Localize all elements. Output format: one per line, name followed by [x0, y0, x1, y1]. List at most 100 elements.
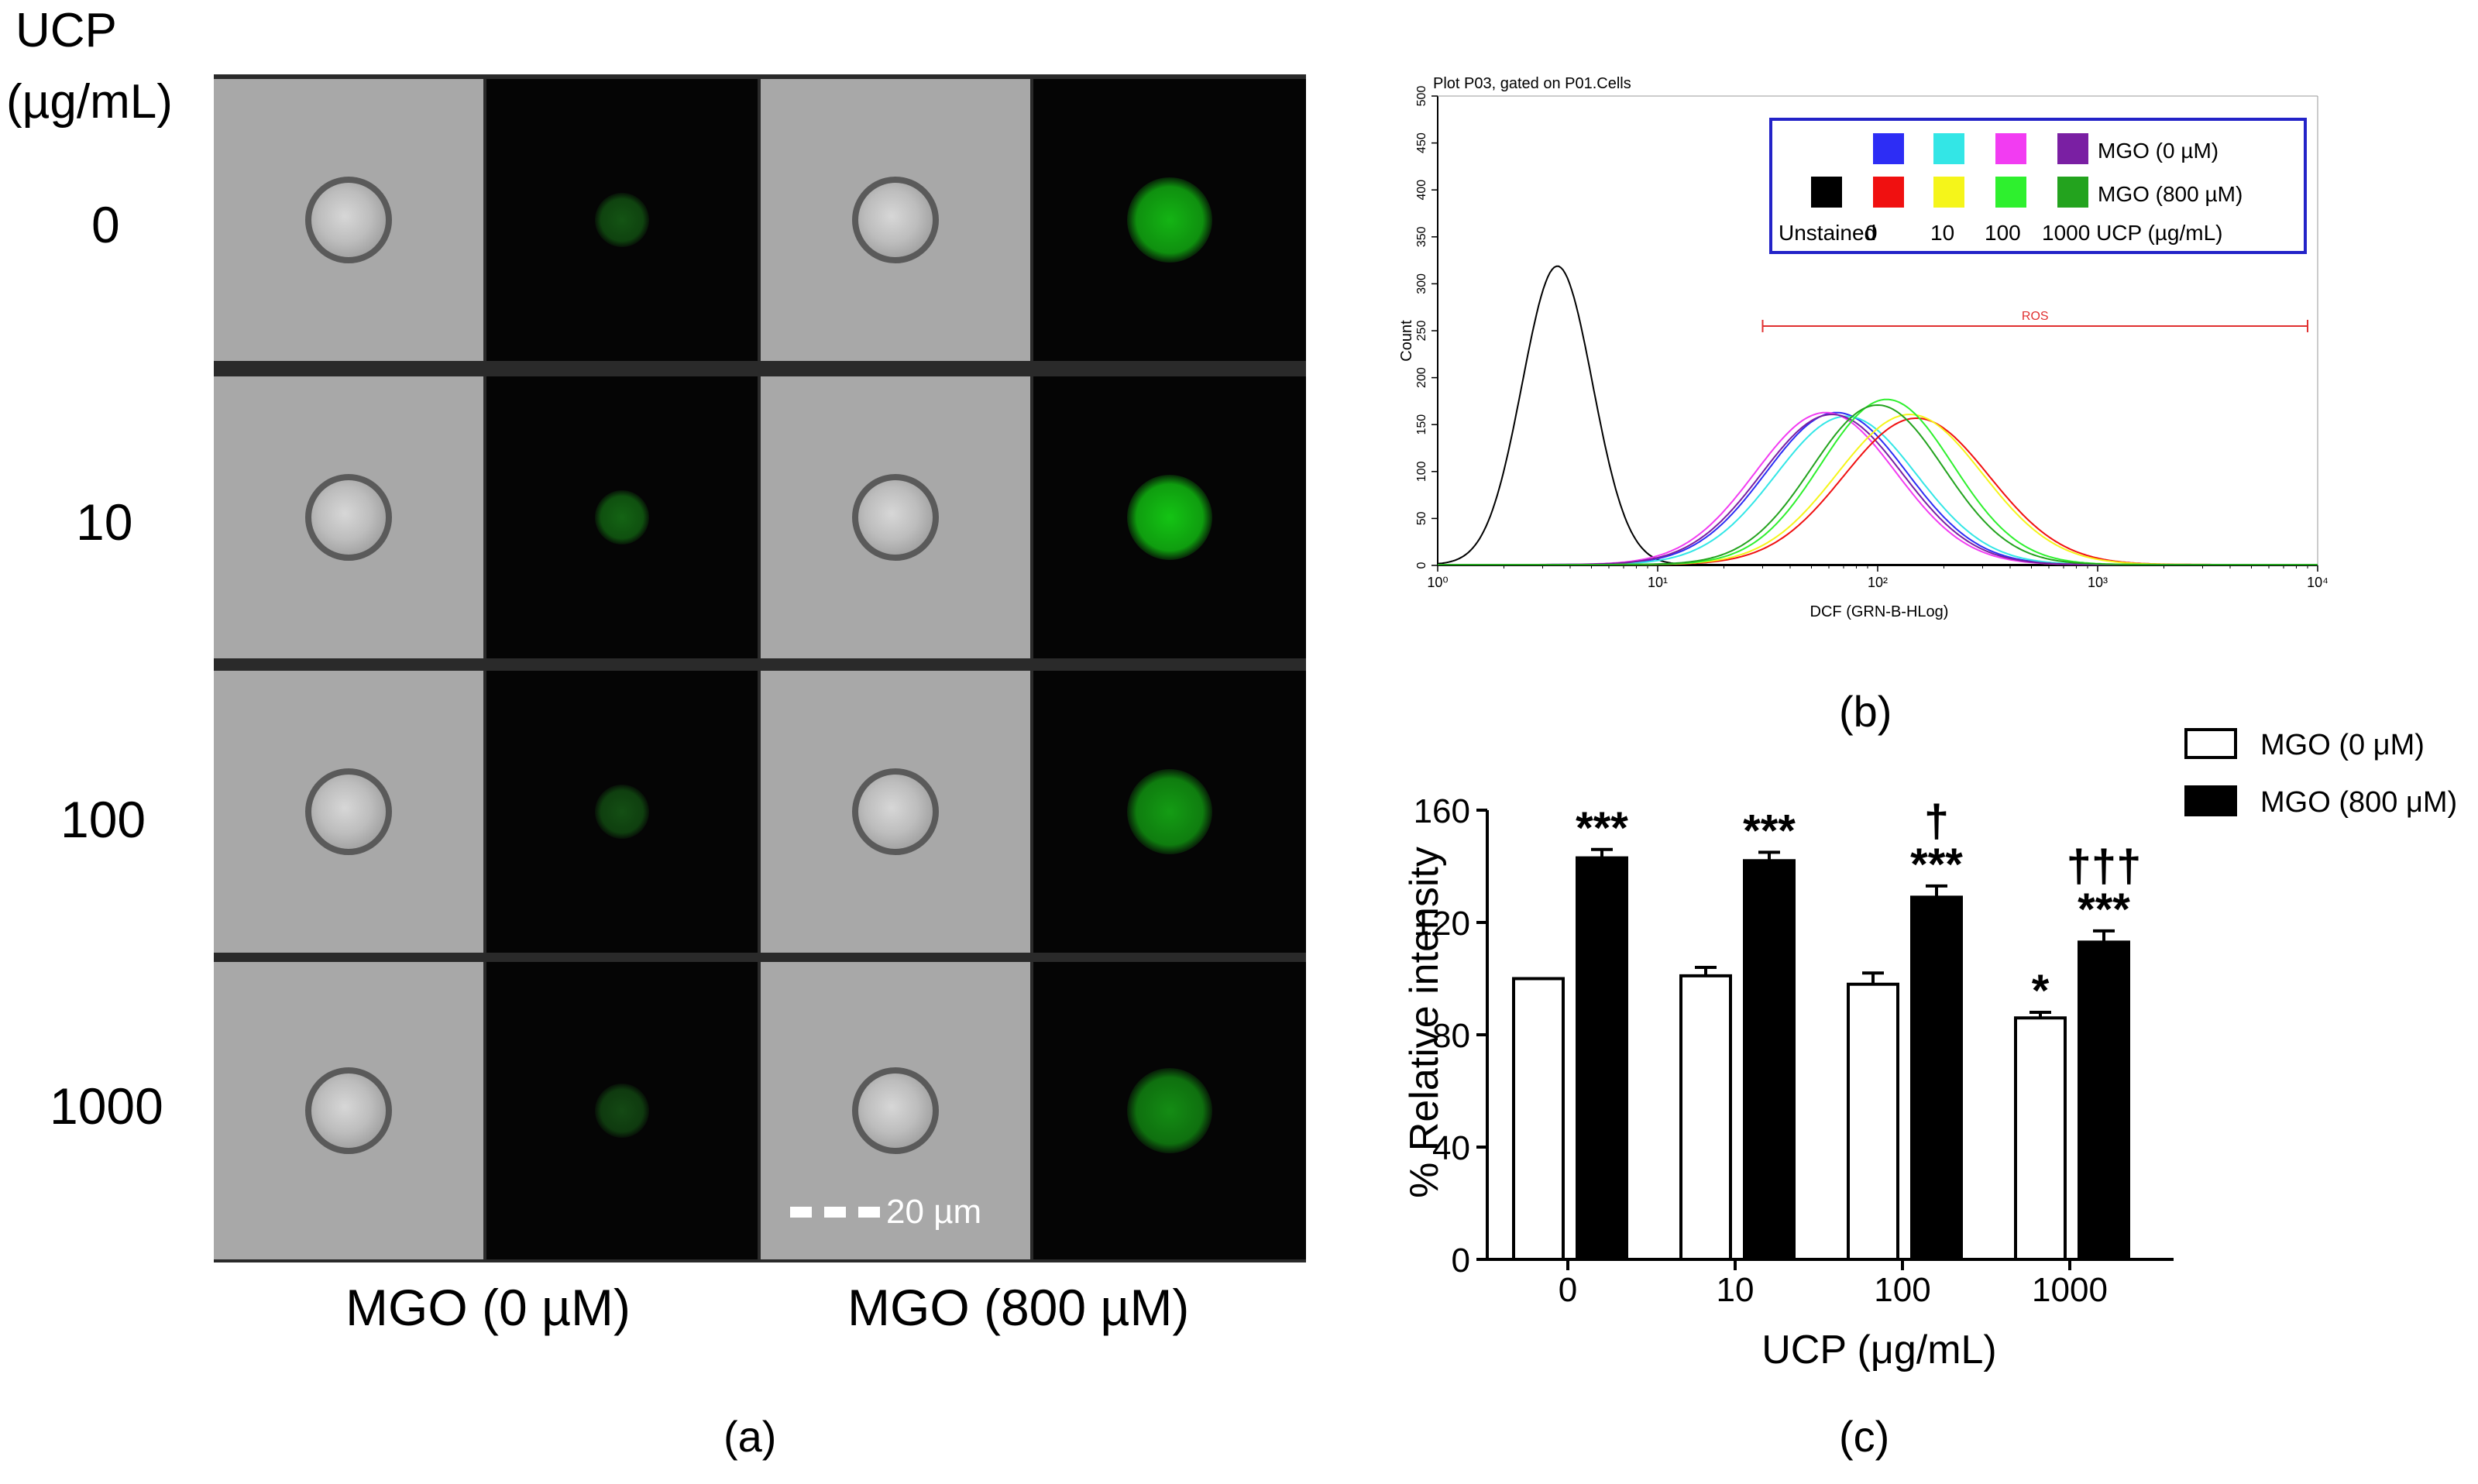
column-label-mgo-0: MGO (0 µM) — [345, 1279, 631, 1336]
fluorescence-tile-0-1 — [486, 79, 758, 361]
significance-label: † — [1924, 796, 1949, 847]
significance-label: *** — [1910, 840, 1963, 890]
histogram-x-tick-label: 10⁴ — [2307, 575, 2328, 590]
fluorescence-tile-3-3 — [1033, 962, 1306, 1259]
bar-1-2 — [1910, 895, 1963, 1261]
histogram-x-tick-label: 10¹ — [1648, 575, 1668, 590]
histogram-y-tick-label: 100 — [1415, 461, 1428, 482]
panel-b-label: (b) — [1839, 687, 1892, 736]
histogram-curve — [1438, 398, 2318, 565]
cell-brightfield — [852, 474, 939, 561]
bar-0-1 — [1679, 974, 1732, 1261]
bar-1-0 — [1576, 856, 1628, 1261]
significance-label: *** — [1576, 803, 1628, 854]
bar-1-3 — [2078, 940, 2130, 1261]
cell-brightfield — [305, 177, 392, 263]
bar-chart: % Relative intensity UCP (μg/mL) 0 40 80 12… — [1402, 728, 2457, 1372]
histogram-ylabel: Count — [1398, 320, 1415, 362]
histogram-y-tick-label: 500 — [1415, 86, 1428, 107]
histogram-y-tick-label: 150 — [1415, 414, 1428, 435]
bar-0-3 — [2014, 1016, 2067, 1261]
brightfield-tile-2-0 — [214, 671, 483, 953]
legend-row2-label: MGO (800 µM) — [2098, 182, 2243, 206]
histogram-curve — [1438, 404, 2318, 565]
brightfield-tile-3-0 — [214, 962, 483, 1259]
image-grid — [214, 74, 1306, 1262]
histogram-y-tick-label: 50 — [1415, 511, 1428, 525]
row-header-line2: (µg/mL) — [6, 75, 173, 129]
cell-brightfield — [852, 768, 939, 855]
row-label-0: 0 — [91, 196, 120, 253]
fluorescence-tile-2-3 — [1033, 671, 1306, 953]
legend-swatch-mgo-800 — [2057, 177, 2088, 208]
bar-x-tick-label: 1000 — [2032, 1271, 2108, 1309]
significance-label: ††† — [2067, 841, 2142, 891]
histogram-x-tick-label: 10⁰ — [1427, 575, 1448, 590]
legend-swatch-mgo-800 — [1873, 177, 1904, 208]
bar-y-tick-label: 80 — [1432, 1017, 1470, 1055]
bar-x-tick-label: 10 — [1717, 1271, 1755, 1309]
legend-bottom-label: Unstained — [1779, 221, 1876, 245]
fluorescence-tile-1-3 — [1033, 376, 1306, 658]
bar-xlabel: UCP (μg/mL) — [1761, 1328, 1997, 1372]
brightfield-tile-1-2 — [761, 376, 1030, 658]
cell-brightfield — [305, 1067, 392, 1154]
legend-swatch-mgo-0 — [1995, 133, 2026, 164]
bar-0-2 — [1847, 982, 1899, 1261]
significance-label: *** — [2078, 885, 2130, 935]
bar-x-tick-label: 100 — [1874, 1271, 1930, 1309]
bar-x-tick-label: 0 — [1559, 1271, 1577, 1309]
histogram-curve — [1438, 411, 2318, 565]
histogram-x-tick-label: 10² — [1868, 575, 1888, 590]
histogram-xlabel: DCF (GRN-B-HLog) — [1810, 603, 1949, 620]
legend-bottom-label: 100 — [1985, 221, 2021, 245]
cell-brightfield — [852, 177, 939, 263]
fluorescence-tile-3-1 — [486, 962, 758, 1259]
bar-legend-label: MGO (800 μM) — [2260, 786, 2457, 819]
cell-fluorescence — [595, 785, 649, 839]
significance-label: * — [2032, 966, 2050, 1016]
panel-c-label: (c) — [1839, 1412, 1890, 1461]
legend-swatch-mgo-0 — [1933, 133, 1964, 164]
cell-fluorescence — [1127, 1068, 1212, 1153]
cell-brightfield — [852, 1067, 939, 1154]
histogram-curve — [1438, 417, 2318, 565]
cell-brightfield — [305, 474, 392, 561]
legend-bottom-label: 1000 UCP (µg/mL) — [2042, 221, 2223, 245]
cell-brightfield — [305, 768, 392, 855]
histogram-y-tick-label: 400 — [1415, 180, 1428, 201]
cell-fluorescence — [1127, 769, 1212, 854]
brightfield-tile-0-0 — [214, 79, 483, 361]
brightfield-tile-0-2 — [761, 79, 1030, 361]
histogram-y-tick-label: 350 — [1415, 226, 1428, 247]
histogram-y-tick-label: 300 — [1415, 273, 1428, 294]
brightfield-tile-1-0 — [214, 376, 483, 658]
bar-ylabel: % Relative intensity — [1402, 847, 1447, 1198]
bar-y-tick-label: 160 — [1414, 792, 1470, 830]
row-label-10: 10 — [76, 493, 133, 551]
bar-y-tick-label: 120 — [1414, 905, 1470, 943]
cell-fluorescence — [1127, 177, 1212, 263]
ros-gate-label: ROS — [2022, 310, 2049, 323]
row-label-100: 100 — [60, 791, 146, 848]
fluorescence-tile-2-1 — [486, 671, 758, 953]
bar-y-tick-label: 0 — [1452, 1242, 1470, 1280]
scale-bar — [790, 1204, 883, 1219]
row-label-1000: 1000 — [50, 1077, 163, 1135]
histogram-title: Plot P03, gated on P01.Cells — [1433, 75, 1631, 92]
brightfield-tile-2-2 — [761, 671, 1030, 953]
legend-swatch-mgo-800 — [1995, 177, 2026, 208]
histogram-legend-box — [1769, 118, 2307, 254]
histogram-chart: Plot P03, gated on P01.Cells Count DCF (… — [1398, 75, 2328, 620]
panel-a-label: (a) — [723, 1412, 777, 1461]
histogram-curve — [1437, 265, 2318, 565]
bar-1-1 — [1743, 859, 1796, 1261]
legend-swatch-mgo-800 — [1933, 177, 1964, 208]
legend-swatch-mgo-0 — [1873, 133, 1904, 164]
legend-bottom-label: 10 — [1930, 221, 1954, 245]
legend-bottom-label: 0 — [1865, 221, 1878, 245]
legend-row1-label: MGO (0 µM) — [2098, 139, 2219, 163]
bar-legend-swatch — [2184, 728, 2237, 759]
bar-y-tick-label: 40 — [1432, 1129, 1470, 1167]
legend-swatch-mgo-800 — [1811, 177, 1842, 208]
